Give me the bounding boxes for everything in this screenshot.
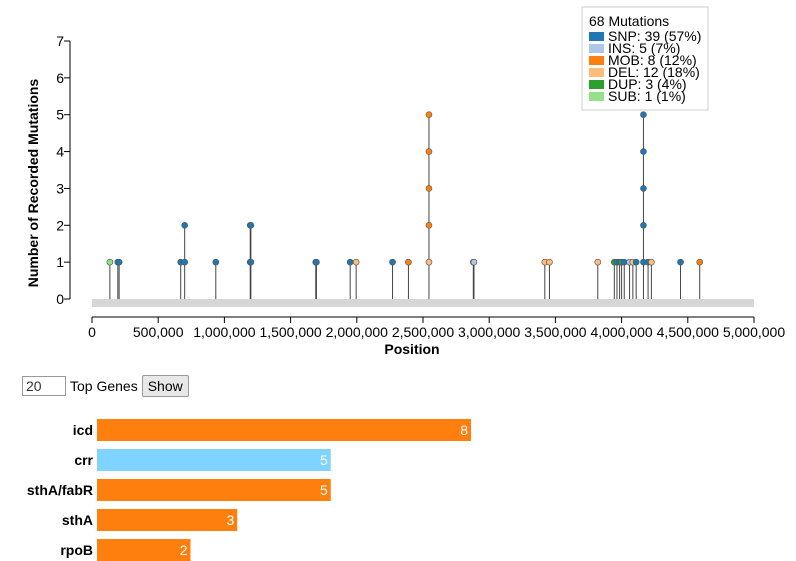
top-genes-label: Top Genes <box>70 378 138 394</box>
legend-label-sub: SUB: 1 (1%) <box>608 88 686 104</box>
mutation-point-snp <box>640 148 647 155</box>
x-tick-label: 2,000,000 <box>326 324 388 340</box>
top-genes-input[interactable] <box>22 376 66 396</box>
mutation-point-snp <box>247 258 255 266</box>
x-tick-label: 2,500,000 <box>392 324 454 340</box>
mutation-point-snp <box>181 221 188 229</box>
y-tick-label: 0 <box>56 291 64 307</box>
gene-bar <box>97 509 238 531</box>
legend-label-snp: SNP: 39 (57%) <box>608 28 701 44</box>
genome-bar <box>92 299 754 307</box>
legend-swatch-ins <box>589 44 604 53</box>
legend-swatch-dup <box>589 80 604 89</box>
x-tick-label: 5,000,000 <box>723 324 785 340</box>
mutation-point-del <box>546 258 553 266</box>
mutation-point-snp <box>212 258 220 266</box>
legend-label-mob: MOB: 8 (12%) <box>608 52 697 68</box>
x-tick-label: 1,500,000 <box>259 324 321 340</box>
gene-label: rpoB <box>60 542 93 558</box>
gene-count-label: 5 <box>320 482 328 498</box>
mutation-point-snp <box>389 258 396 266</box>
gene-bar <box>97 479 331 501</box>
x-tick-label: 0 <box>88 324 96 340</box>
mutation-point-snp <box>640 111 647 119</box>
mutation-point-mob <box>425 221 433 229</box>
mutation-point-ins <box>470 258 478 266</box>
x-axis-title: Position <box>384 341 439 357</box>
gene-label: sthA <box>62 512 93 528</box>
x-tick-label: 500,000 <box>133 324 184 340</box>
gene-count-label: 8 <box>460 422 468 438</box>
y-tick-label: 2 <box>56 217 64 233</box>
y-tick-label: 5 <box>56 107 64 123</box>
gene-label: icd <box>73 422 93 438</box>
y-tick-label: 7 <box>56 33 64 49</box>
gene-count-label: 2 <box>180 542 188 558</box>
stems-layer <box>92 111 754 307</box>
gene-count-label: 3 <box>226 512 234 528</box>
x-tick-label: 3,000,000 <box>458 324 520 340</box>
mutation-point-del <box>594 258 602 266</box>
gene-count-label: 5 <box>320 452 328 468</box>
mutation-point-snp <box>640 185 647 192</box>
mutation-point-sub <box>106 258 114 266</box>
x-tick-label: 4,000,000 <box>590 324 652 340</box>
legend-label-ins: INS: 5 (7%) <box>608 40 680 56</box>
mutation-point-snp <box>247 221 255 229</box>
gene-bar <box>97 449 331 471</box>
legend-label-dup: DUP: 3 (4%) <box>608 76 687 92</box>
y-tick-label: 3 <box>56 180 64 196</box>
mutation-point-snp <box>346 258 354 266</box>
mutation-point-mob <box>405 258 412 266</box>
top-genes-bar-chart: icd 8 crr 5 sthA/fabR 5 sthA 3 rpoB 2 <box>27 419 471 561</box>
mutation-point-snp <box>677 258 684 266</box>
top-genes-controls: Top Genes Show <box>22 375 189 397</box>
legend-swatch-mob <box>589 56 604 65</box>
mutation-point-snp <box>181 258 188 266</box>
x-tick-label: 3,500,000 <box>524 324 586 340</box>
mutation-point-mob <box>425 148 433 155</box>
axes-layer: 0 1 2 3 4 5 6 7 0 500,000 1,000,000 1,500,000 2,000,… <box>56 33 785 340</box>
gene-label: sthA/fabR <box>27 482 93 498</box>
y-axis-title: Number of Recorded Mutations <box>25 79 41 288</box>
show-button[interactable]: Show <box>141 375 189 397</box>
x-tick-label: 4,500,000 <box>657 324 719 340</box>
legend-title: 68 Mutations <box>589 13 669 29</box>
legend-swatch-sub <box>589 92 604 101</box>
mutation-point-mob <box>696 258 704 266</box>
mutation-point-mob <box>425 111 433 119</box>
mutation-point-snp <box>115 258 123 266</box>
y-tick-label: 1 <box>56 254 64 270</box>
legend-swatch-snp <box>589 32 604 41</box>
mutation-point-snp <box>640 221 647 229</box>
legend-swatch-del <box>589 68 604 77</box>
mutation-point-del <box>352 258 360 266</box>
x-tick-label: 1,000,000 <box>193 324 255 340</box>
gene-bar <box>97 419 471 441</box>
y-tick-label: 6 <box>56 70 64 86</box>
mutation-point-del <box>648 258 655 266</box>
legend: 68 Mutations SNP: 39 (57%)INS: 5 (7%)MOB… <box>581 6 709 111</box>
mutation-point-snp <box>632 258 640 266</box>
gene-bar <box>97 539 191 561</box>
mutation-point-del <box>425 258 433 266</box>
gene-label: crr <box>74 452 93 468</box>
legend-entries: SNP: 39 (57%)INS: 5 (7%)MOB: 8 (12%)DEL:… <box>589 28 701 104</box>
mutation-point-mob <box>425 185 433 192</box>
mutation-lollipop-chart: 0 1 2 3 4 5 6 7 0 500,000 1,000,000 1,500,000 2,000,… <box>25 6 785 357</box>
y-tick-label: 4 <box>56 144 64 160</box>
mutation-point-snp <box>313 258 320 266</box>
legend-label-del: DEL: 12 (18%) <box>608 64 700 80</box>
